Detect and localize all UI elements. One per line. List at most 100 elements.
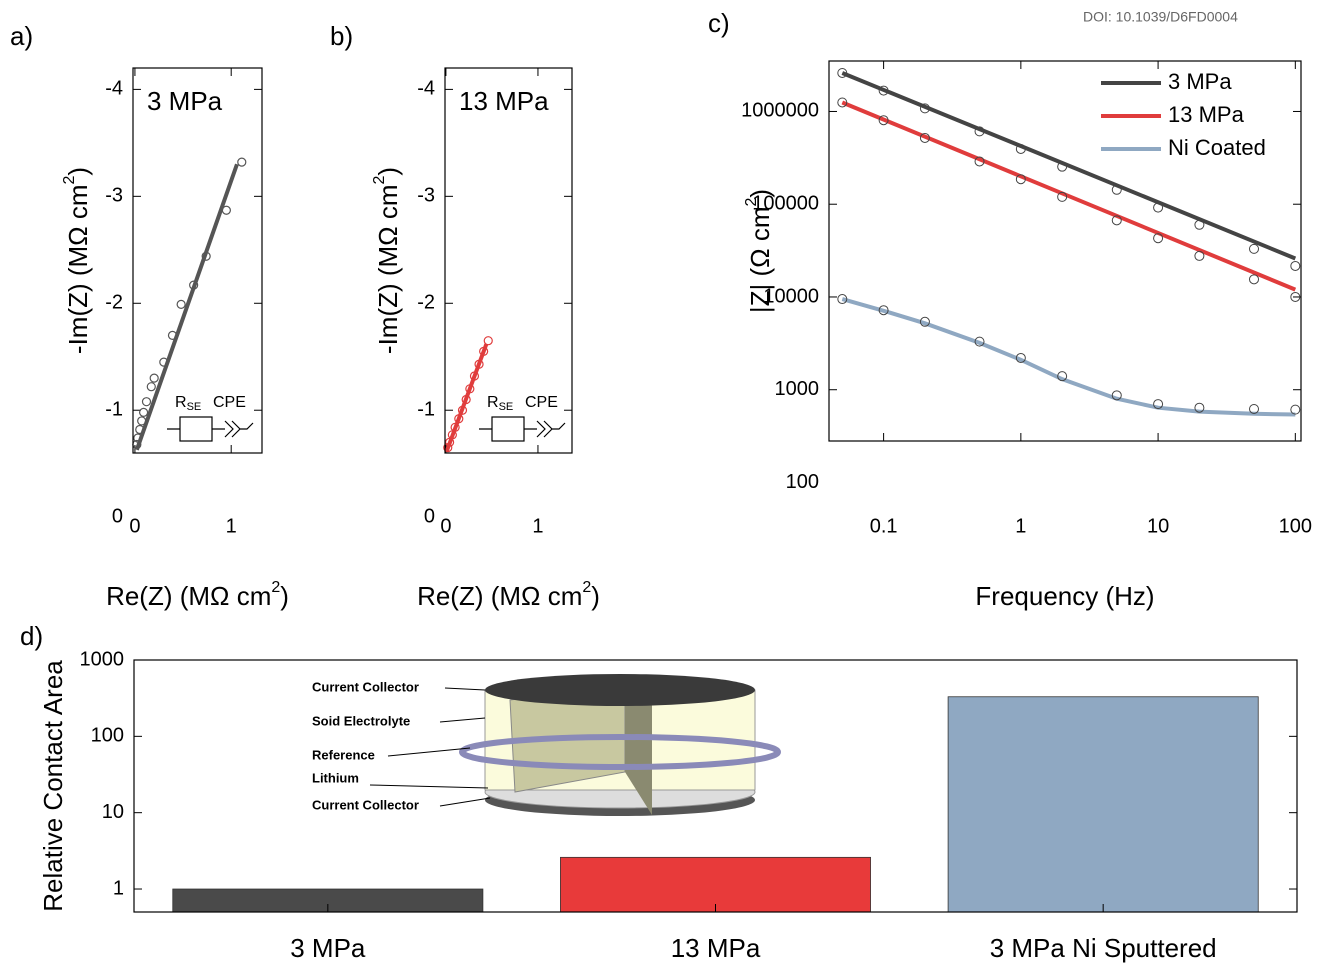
circuit-symbol (167, 420, 254, 438)
inset-label: Lithium (312, 770, 359, 785)
data-point (237, 157, 247, 167)
y-axis-label-part: 2 (371, 175, 388, 184)
data-point (138, 407, 149, 417)
data-point (974, 336, 985, 347)
circuit-label-part: R (487, 394, 499, 411)
y-tick-label: 1 (113, 877, 124, 899)
x-tick-label: 100 (1279, 515, 1312, 537)
fit-line (841, 71, 1297, 261)
panel-label: b) (330, 21, 353, 51)
y-tick-label: -2 (417, 292, 435, 314)
data-point (919, 103, 930, 114)
leader-line (387, 747, 471, 757)
x-tick-label: 10 (1147, 515, 1169, 537)
x-tick-label: 1 (1015, 515, 1026, 537)
data-point (1290, 260, 1301, 271)
data-point (919, 132, 930, 143)
plot-frame (444, 67, 573, 454)
x-axis-label-part: 2 (582, 579, 591, 596)
panel-label: a) (10, 21, 33, 51)
plot-frame (828, 60, 1302, 442)
data-point (146, 382, 156, 392)
y-axis-label-part: ) (745, 189, 775, 198)
plot-frame (132, 67, 263, 454)
x-axis-label: Re(Z) (MΩ cm2) (417, 579, 600, 611)
data-point (1057, 161, 1068, 172)
y-tick-label: 0 (424, 505, 435, 527)
data-point (837, 294, 848, 305)
circuit-label-part: R (175, 394, 187, 411)
inset-label: Reference (312, 747, 375, 762)
panel-label: d) (20, 621, 43, 651)
bar (947, 696, 1259, 913)
y-tick-label: 1000000 (741, 100, 819, 122)
x-axis-label-part: ) (591, 581, 600, 611)
y-axis-label: -Im(Z) (MΩ cm2) (61, 167, 93, 354)
legend-label: Ni Coated (1168, 135, 1266, 160)
doi: DOI: 10.1039/D6FD0004 (1083, 9, 1238, 25)
data-point (1015, 352, 1026, 363)
x-axis-label-part: 2 (271, 579, 280, 596)
x-axis-label-part: Re(Z) (MΩ cm (106, 581, 271, 611)
y-tick-label: 1000 (775, 378, 820, 400)
data-point (1249, 274, 1260, 285)
data-point (1111, 184, 1122, 195)
plot-frame (133, 659, 1298, 913)
data-point (1111, 215, 1122, 226)
leader-line (439, 717, 486, 723)
data-point (1194, 219, 1205, 230)
data-point (919, 316, 930, 327)
data-point (1111, 390, 1122, 401)
y-tick-label: -4 (105, 78, 123, 100)
circuit-label-part: SE (187, 401, 202, 413)
data-point (878, 85, 889, 96)
y-tick-label: 100 (786, 471, 819, 493)
x-tick-label: 3 MPa (290, 933, 366, 963)
circuit-label: CPE (525, 394, 558, 411)
y-tick-label: -1 (417, 399, 435, 421)
data-point (878, 115, 889, 126)
data-point (1057, 371, 1068, 382)
data-point (483, 336, 493, 346)
data-point (176, 299, 186, 309)
leader-line (369, 784, 489, 789)
x-axis-label: Frequency (Hz) (975, 581, 1154, 611)
circuit-label-part: SE (499, 401, 514, 413)
y-axis-label: Relative Contact Area (38, 660, 68, 912)
y-axis-label-part: -Im(Z) (MΩ cm (63, 184, 93, 354)
panel-annotation: 3 MPa (147, 86, 223, 116)
data-point (1057, 191, 1068, 202)
y-tick-label: -2 (105, 292, 123, 314)
circuit-label: RSE (487, 394, 513, 413)
y-tick-label: -3 (417, 185, 435, 207)
x-axis-label-part: ) (280, 581, 289, 611)
data-point (878, 305, 889, 316)
leader-line (439, 797, 491, 807)
circuit-symbol (479, 420, 566, 438)
inset-shape (625, 685, 652, 815)
y-axis-label-part: 2 (61, 175, 78, 184)
inset-shape (459, 734, 781, 770)
data-point (1153, 202, 1164, 213)
y-axis-label-part: |Z| (Ω cm (745, 206, 775, 313)
x-axis-label: Re(Z) (MΩ cm2) (106, 579, 289, 611)
y-tick-label: -4 (417, 78, 435, 100)
bar (560, 856, 871, 913)
data-point (149, 373, 159, 383)
y-tick-label: 0 (112, 505, 123, 527)
inset-diagram: Current Collector Soid Electrolyte Refer… (312, 674, 781, 816)
inset-shape (485, 674, 755, 706)
fit-line (134, 163, 239, 451)
inset-label: Soid Electrolyte (312, 713, 410, 728)
data-point (1153, 399, 1164, 410)
data-point (1290, 291, 1301, 302)
panel-label: c) (708, 8, 730, 38)
y-tick-label: 100000 (752, 192, 819, 214)
legend-label: 13 MPa (1168, 102, 1245, 127)
y-tick-label: 100 (91, 725, 124, 747)
x-axis-label-part: Re(Z) (MΩ cm (417, 581, 582, 611)
y-tick-label: 1000 (80, 648, 125, 670)
circuit-label: RSE (175, 394, 201, 413)
